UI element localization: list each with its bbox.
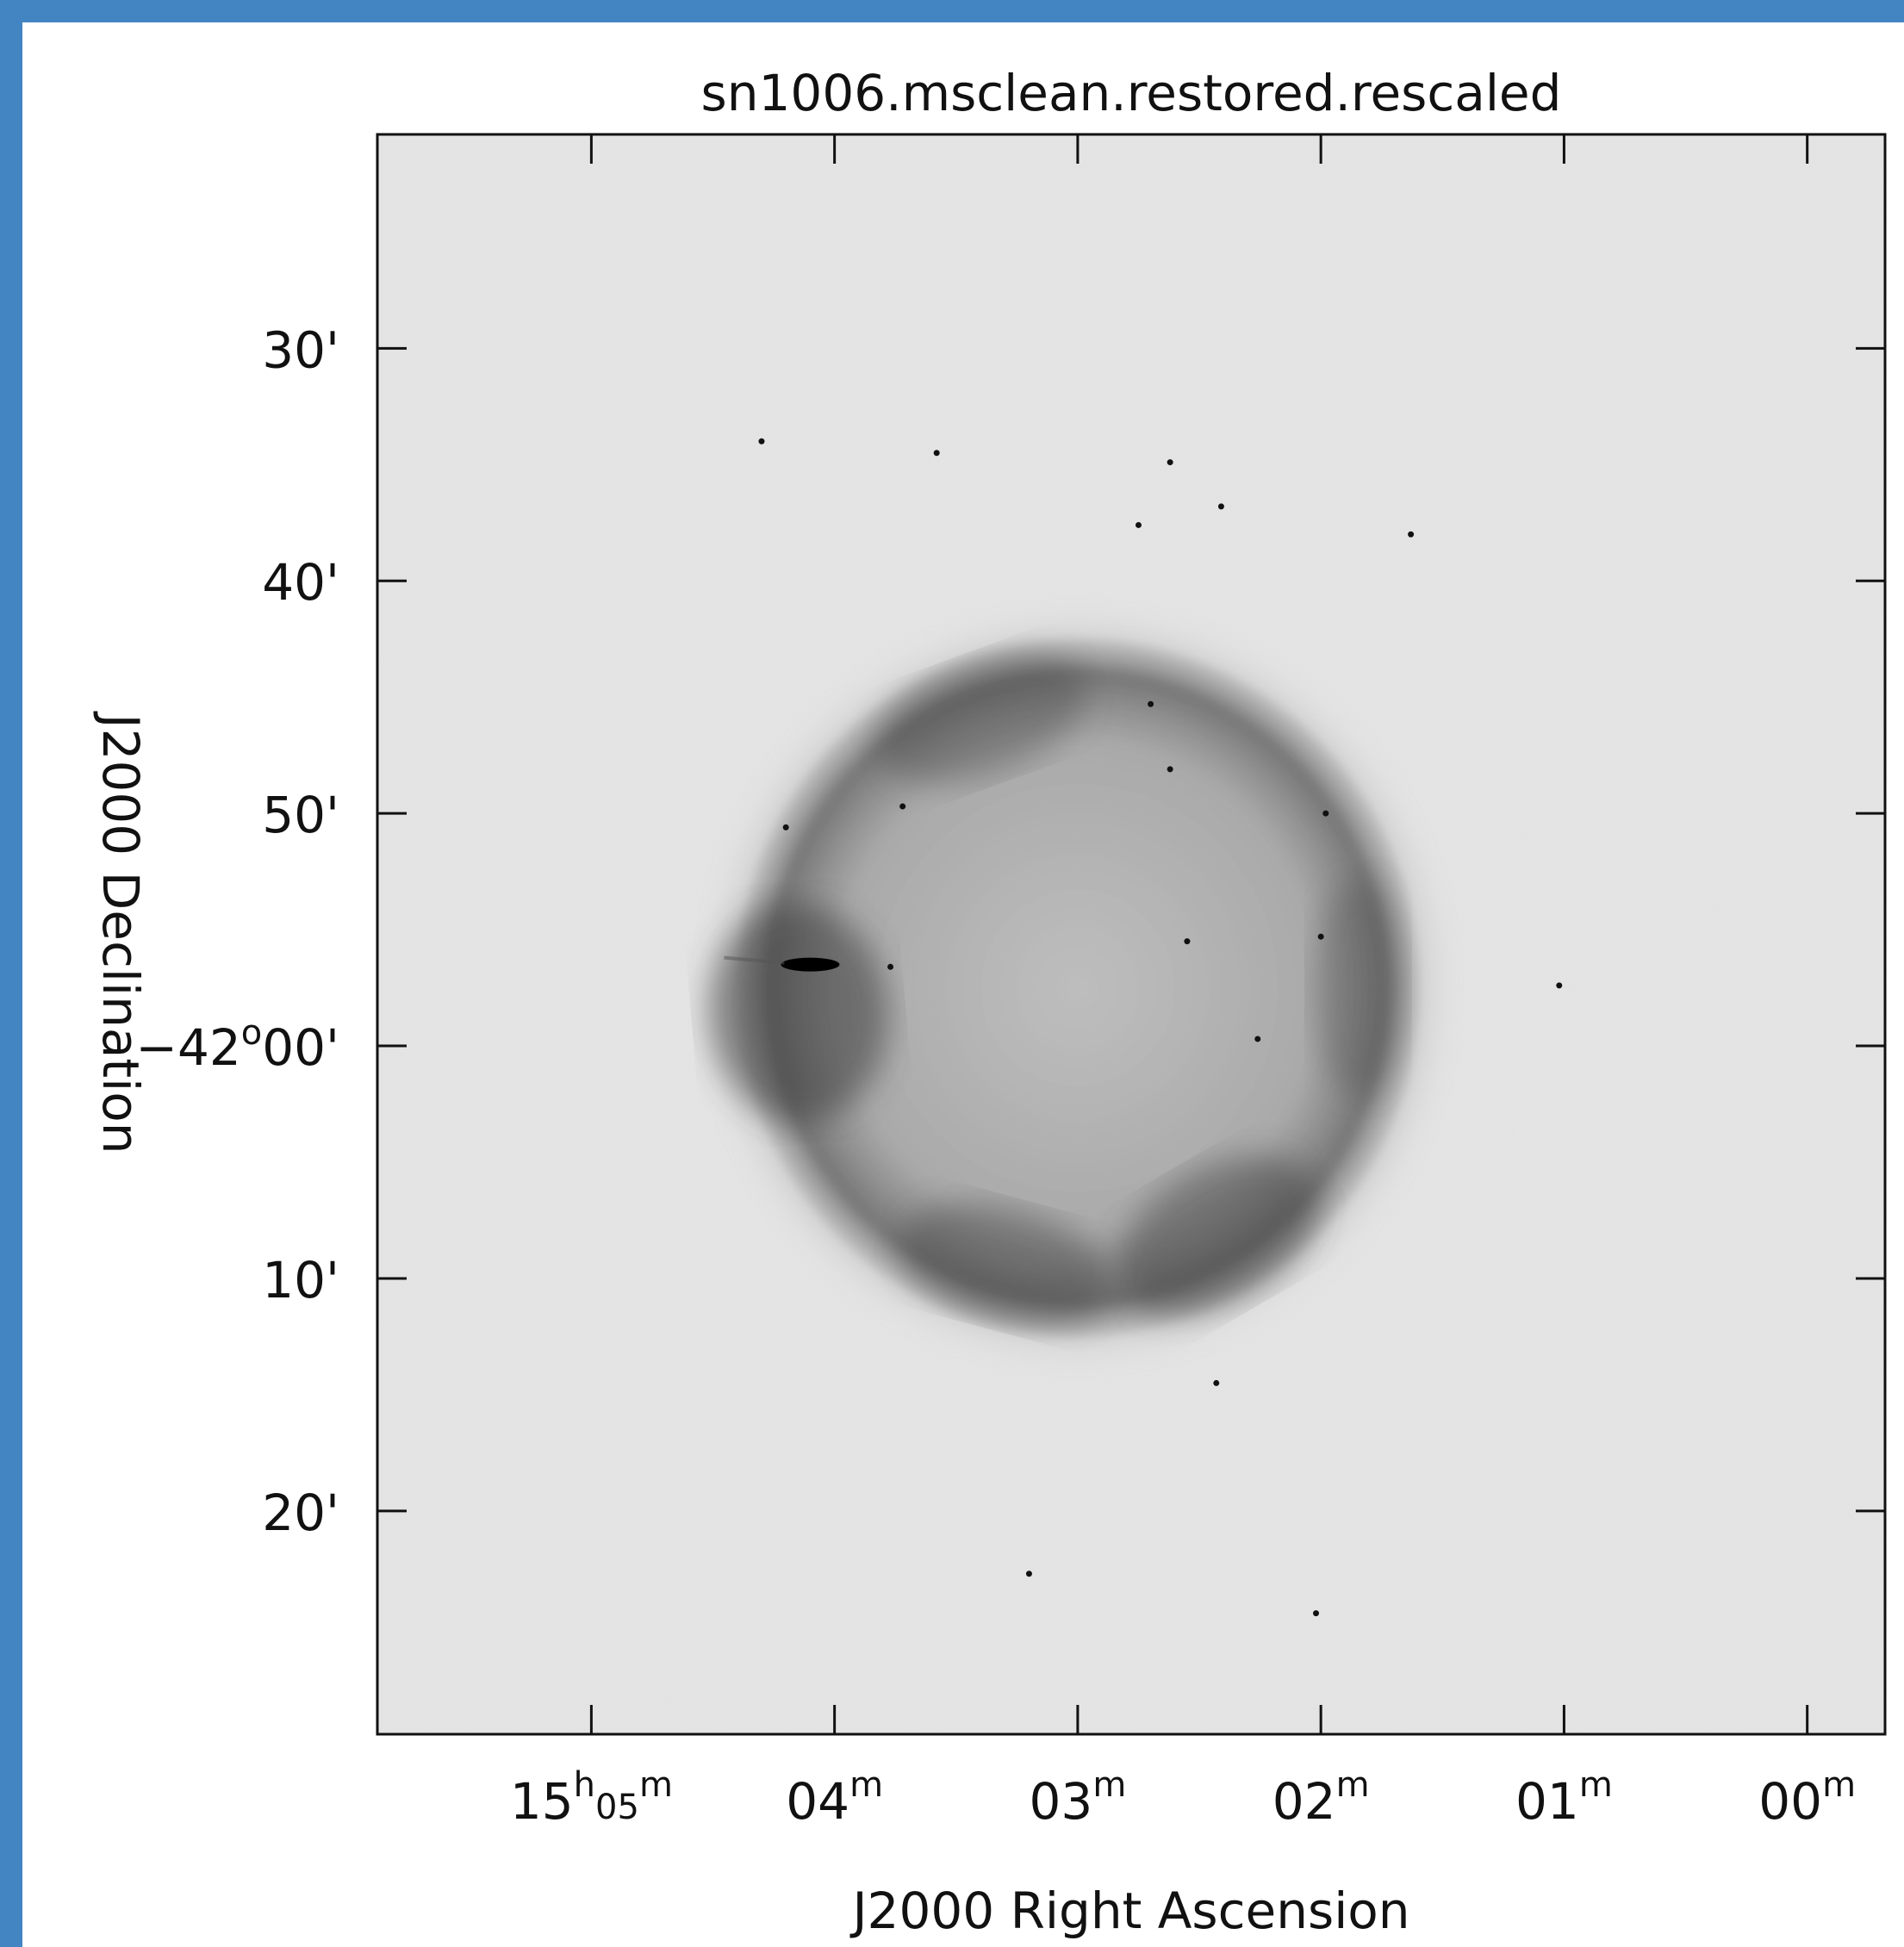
point-source	[1313, 1610, 1320, 1617]
y-tick-label: 40'	[262, 553, 339, 612]
point-source	[1184, 938, 1191, 945]
point-source	[1213, 1379, 1220, 1386]
point-source	[1148, 700, 1154, 707]
x-tick-label: 02m	[1272, 1765, 1370, 1831]
y-tick-label: 10'	[262, 1251, 339, 1309]
point-source	[1167, 766, 1173, 773]
y-tick-label: 30'	[262, 320, 339, 379]
sky-image-plot: sn1006.msclean.restored.rescaled 15h05m 0…	[91, 64, 1887, 1940]
point-source	[758, 438, 765, 445]
point-source	[933, 450, 940, 457]
x-tick-label: 01m	[1515, 1765, 1613, 1831]
plot-frame	[376, 133, 1887, 1736]
y-tick-label: 50'	[262, 786, 339, 844]
y-axis-label: J2000 Declination	[91, 711, 150, 1154]
remnant-limb	[877, 654, 1086, 784]
bright-knot	[781, 957, 840, 972]
x-axis-ticks: 15h05m 04m 03m 02m 01m 00m	[510, 134, 1856, 1831]
point-source	[1556, 982, 1563, 989]
point-source	[1408, 531, 1415, 538]
y-tick-label: −42o00'	[135, 1013, 339, 1077]
x-tick-label: 04m	[786, 1765, 883, 1831]
point-source	[782, 824, 789, 830]
point-source	[1167, 459, 1173, 466]
point-source	[1217, 503, 1224, 510]
remnant-limb	[708, 903, 888, 1123]
y-tick-label: 20'	[262, 1484, 339, 1542]
supernova-remnant-shell	[708, 628, 1434, 1347]
x-tick-label: 03m	[1030, 1765, 1127, 1831]
point-source	[1254, 1036, 1261, 1042]
faint-streak	[724, 955, 785, 965]
point-source	[1025, 1571, 1032, 1577]
x-axis-label: J2000 Right Ascension	[849, 1882, 1409, 1940]
point-source	[1317, 933, 1324, 940]
plot-panel: sn1006.msclean.restored.rescaled 15h05m 0…	[22, 22, 1904, 1947]
plot-area	[377, 134, 1885, 1734]
remnant-limb	[1313, 878, 1403, 1098]
point-source	[899, 803, 906, 810]
remnant-limb	[1117, 1155, 1319, 1316]
chart-title: sn1006.msclean.restored.rescaled	[701, 64, 1562, 122]
y-axis-ticks: 30' 40' 50' −42o00' 10' 20'	[135, 320, 1885, 1542]
point-source	[1322, 810, 1329, 817]
point-source	[1135, 521, 1142, 528]
point-source	[887, 963, 894, 970]
point-sources	[758, 438, 1563, 1617]
x-tick-label: 15h05m	[510, 1765, 673, 1831]
x-tick-label: 00m	[1758, 1765, 1856, 1831]
remnant-limb	[898, 1203, 1112, 1325]
